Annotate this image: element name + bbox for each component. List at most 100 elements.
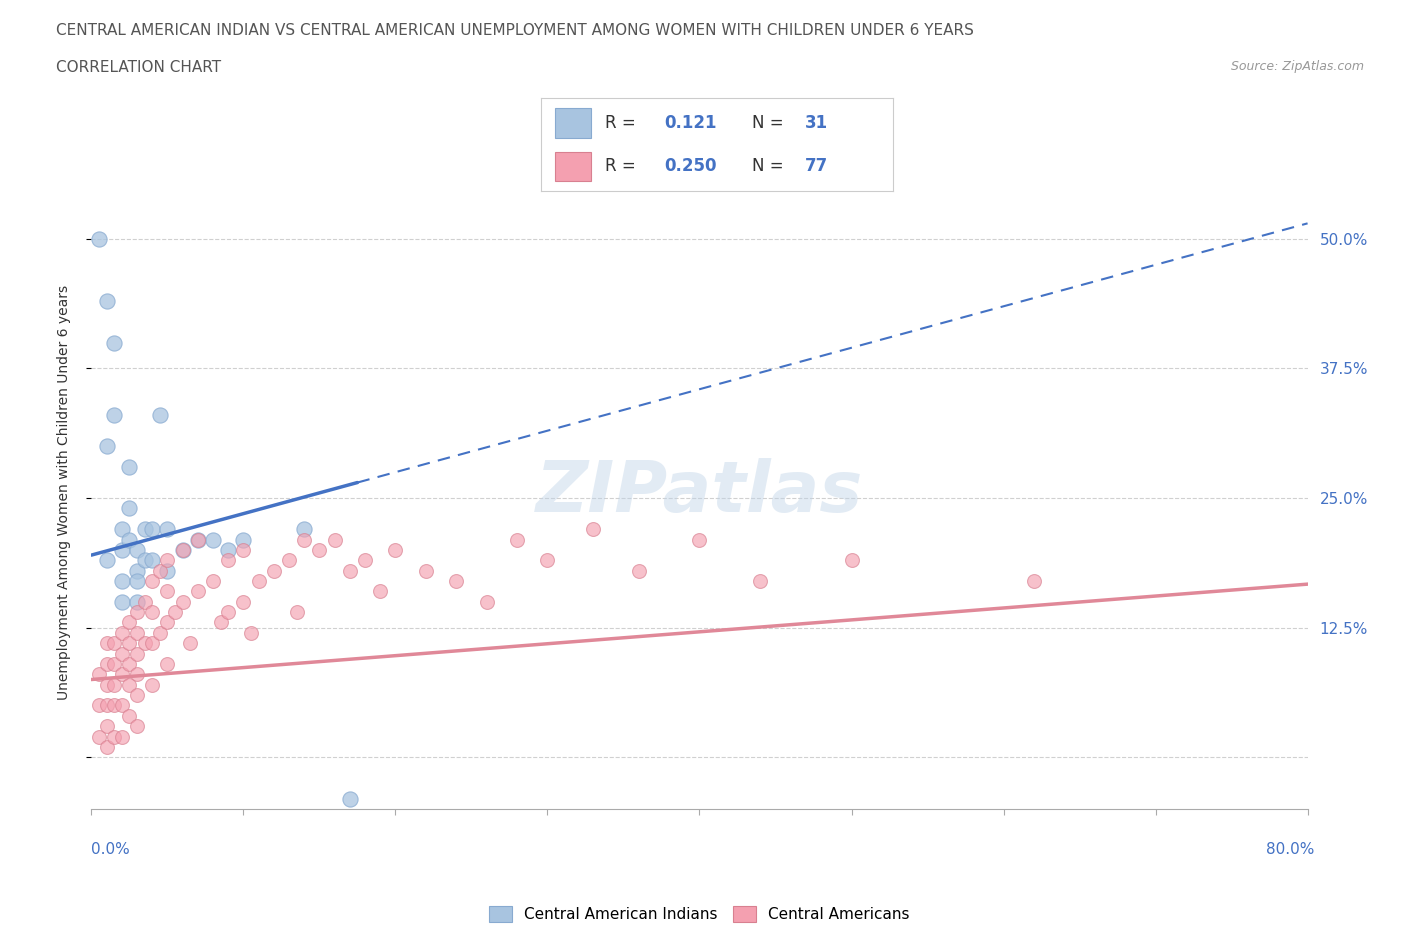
Point <box>415 564 437 578</box>
Point <box>111 667 134 682</box>
Point <box>202 574 225 589</box>
Point <box>118 677 141 692</box>
Point <box>103 335 125 350</box>
Point <box>278 552 301 567</box>
Point <box>292 532 315 547</box>
Text: 0.0%: 0.0% <box>91 842 131 857</box>
Point <box>96 739 118 754</box>
Point <box>240 625 263 640</box>
Point <box>96 719 118 734</box>
Point <box>111 698 134 713</box>
Point <box>749 574 772 589</box>
Point <box>96 657 118 671</box>
Point <box>96 552 118 567</box>
Point <box>141 677 163 692</box>
Point <box>368 584 391 599</box>
Point <box>506 532 529 547</box>
Point <box>141 522 163 537</box>
Point <box>103 698 125 713</box>
Point <box>96 636 118 651</box>
Text: ZIPatlas: ZIPatlas <box>536 458 863 527</box>
Point <box>111 522 134 537</box>
Point <box>1022 574 1045 589</box>
Point <box>111 625 134 640</box>
Text: R =: R = <box>605 157 636 176</box>
Point <box>96 698 118 713</box>
Bar <box>555 108 591 138</box>
Point <box>96 677 118 692</box>
Point <box>111 574 134 589</box>
Legend: Central American Indians, Central Americans: Central American Indians, Central Americ… <box>484 899 915 928</box>
Point <box>384 542 406 557</box>
Point <box>125 564 148 578</box>
Point <box>149 407 172 422</box>
Point <box>475 594 498 609</box>
Point <box>141 636 163 651</box>
Point <box>232 542 254 557</box>
Point <box>217 552 239 567</box>
Bar <box>555 152 591 181</box>
Point <box>141 552 163 567</box>
Point <box>125 574 148 589</box>
Point <box>217 542 239 557</box>
Point <box>688 532 710 547</box>
Text: N =: N = <box>752 113 783 132</box>
Point <box>285 604 308 619</box>
Text: 31: 31 <box>806 113 828 132</box>
Point <box>103 677 125 692</box>
Point <box>187 532 209 547</box>
Point <box>232 532 254 547</box>
Point <box>339 791 361 806</box>
Point <box>247 574 270 589</box>
Point <box>125 604 148 619</box>
Point <box>134 594 156 609</box>
Point <box>179 636 201 651</box>
Point <box>87 667 110 682</box>
Text: 77: 77 <box>806 157 828 176</box>
Point <box>118 657 141 671</box>
Point <box>96 294 118 309</box>
Point <box>134 552 156 567</box>
Point <box>263 564 285 578</box>
Point <box>187 584 209 599</box>
Point <box>156 584 179 599</box>
Point <box>156 552 179 567</box>
Point <box>125 646 148 661</box>
Point <box>103 636 125 651</box>
Point <box>172 594 194 609</box>
Point <box>125 542 148 557</box>
Point <box>149 625 172 640</box>
Point <box>156 522 179 537</box>
Text: 80.0%: 80.0% <box>1267 842 1315 857</box>
Point <box>111 542 134 557</box>
Point <box>536 552 558 567</box>
Point <box>141 574 163 589</box>
Point <box>156 615 179 630</box>
Point <box>103 729 125 744</box>
Point <box>134 636 156 651</box>
Point <box>163 604 186 619</box>
Point <box>87 232 110 246</box>
Text: N =: N = <box>752 157 783 176</box>
Point <box>627 564 650 578</box>
Point <box>87 729 110 744</box>
Point <box>118 532 141 547</box>
Point <box>217 604 239 619</box>
Point <box>118 636 141 651</box>
Point <box>125 594 148 609</box>
Point <box>118 615 141 630</box>
Text: Source: ZipAtlas.com: Source: ZipAtlas.com <box>1230 60 1364 73</box>
Point <box>202 532 225 547</box>
Text: CORRELATION CHART: CORRELATION CHART <box>56 60 221 75</box>
Point <box>103 407 125 422</box>
Point <box>118 501 141 516</box>
Point <box>125 719 148 734</box>
Text: 0.250: 0.250 <box>665 157 717 176</box>
Y-axis label: Unemployment Among Women with Children Under 6 years: Unemployment Among Women with Children U… <box>56 286 70 700</box>
Text: 0.121: 0.121 <box>665 113 717 132</box>
Point <box>125 667 148 682</box>
Point <box>87 698 110 713</box>
Point <box>111 729 134 744</box>
Point <box>111 646 134 661</box>
Point <box>125 687 148 702</box>
